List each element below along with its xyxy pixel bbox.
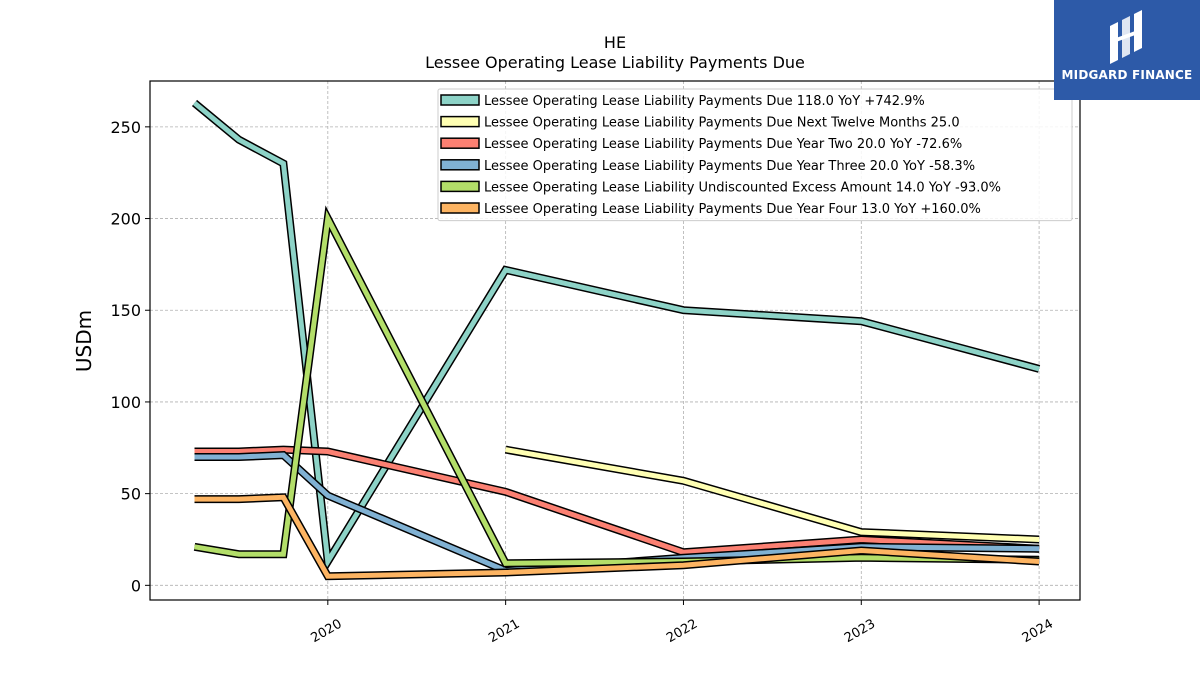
legend-entry: Lessee Operating Lease Liability Payment… [484,202,981,217]
y-tick-label: 100 [110,393,141,412]
legend-swatch [440,94,480,106]
series-stroke [192,101,1040,570]
legend-swatch [440,202,480,214]
series-stroke [194,452,1040,574]
logo-mark-icon [1110,10,1142,64]
series-line-1 [191,99,1041,574]
chart-subtitle: Lessee Operating Lease Liability Payment… [425,53,805,72]
series-stroke [194,210,1040,566]
y-tick-label: 50 [121,485,141,504]
series-stroke [505,447,1040,542]
y-tick-label: 0 [131,576,141,595]
y-axis-label: USDm [72,310,96,372]
x-axis-ticks: 2020 2021 2022 2023 2024 [308,600,1056,647]
brand-logo: MIDGARD FINANCE [1054,0,1200,100]
series-line-3 [194,445,1040,557]
y-axis-ticks: 0 50 100 150 200 250 [110,118,150,595]
logo-text: MIDGARD FINANCE [1061,68,1193,82]
legend-swatch [440,159,480,171]
x-tick-label: 2020 [308,617,344,647]
series-line-5 [193,205,1040,568]
series-line-6 [194,493,1040,581]
legend-box [437,88,1073,222]
x-tick-label: 2023 [842,617,878,647]
x-tick-label: 2022 [664,617,700,647]
x-tick-label: 2024 [1020,617,1056,647]
x-tick-label: 2021 [486,617,522,647]
plot-frame [149,80,1081,601]
legend-entry: Lessee Operating Lease Liability Payment… [484,137,962,152]
chart-title: HE [604,33,626,52]
legend-swatch [440,137,480,149]
legend-entry: Lessee Operating Lease Liability Undisco… [484,180,1001,195]
series-stroke [194,447,1040,555]
series-line-2 [504,445,1040,544]
legend-swatch [440,115,480,128]
legend-swatch [440,180,480,193]
legend: Lessee Operating Lease Liability Payment… [437,88,1073,222]
series-line-4 [194,451,1040,575]
y-tick-label: 150 [110,301,141,320]
series-lines [191,99,1041,581]
legend-entry: Lessee Operating Lease Liability Payment… [484,94,925,109]
legend-entry: Lessee Operating Lease Liability Payment… [484,116,960,131]
series-stroke [194,494,1040,579]
y-tick-label: 250 [110,118,141,137]
y-tick-label: 200 [110,210,141,229]
legend-entry: Lessee Operating Lease Liability Payment… [484,159,975,174]
